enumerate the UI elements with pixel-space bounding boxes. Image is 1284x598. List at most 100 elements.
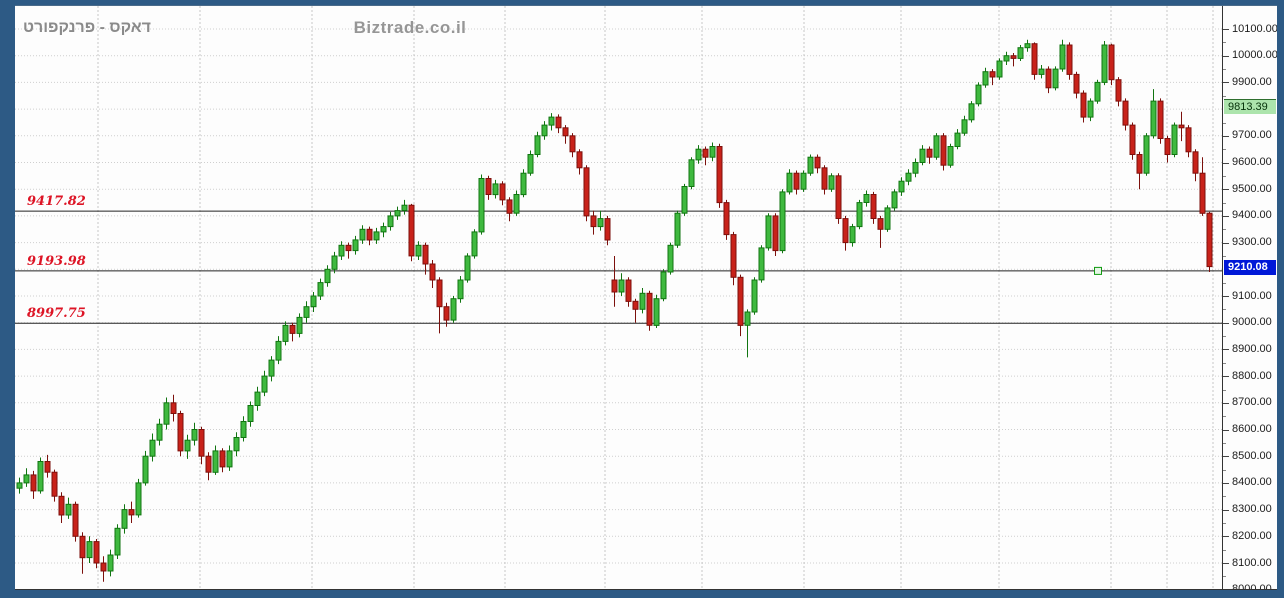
- candle: [793, 170, 800, 195]
- axis-label: 9700.00: [1232, 129, 1272, 142]
- plot-area: דאקס - פרנקפורט Biztrade.co.il 9417.82 91…: [15, 6, 1222, 589]
- candle: [387, 211, 394, 231]
- candle: [947, 143, 954, 168]
- candlestick-plot: [15, 6, 1222, 589]
- v-gridlines: [97, 6, 1214, 589]
- axis-minor-tick: [1223, 122, 1226, 124]
- candle: [807, 154, 814, 176]
- candle: [443, 302, 450, 327]
- candle: [534, 131, 541, 158]
- candle: [835, 173, 842, 224]
- axis-label: 8200.00: [1232, 529, 1272, 542]
- candle: [982, 67, 989, 88]
- candle: [205, 452, 212, 481]
- candle: [1066, 42, 1073, 80]
- candle: [842, 215, 849, 251]
- candle: [737, 274, 744, 337]
- axis-label: 9400.00: [1232, 209, 1272, 222]
- candle: [632, 298, 639, 323]
- candle: [149, 433, 156, 462]
- candle: [1010, 53, 1017, 67]
- axis-tick: [1223, 296, 1229, 297]
- candle: [485, 175, 492, 200]
- axis-label: 8700.00: [1232, 396, 1272, 409]
- candle: [191, 422, 198, 446]
- level-label: 9193.98: [27, 253, 86, 269]
- axis-tick: [1223, 55, 1229, 57]
- price-axis: 10100.00 10000.00 9900.00 9700.00 9600.00 950…: [1222, 6, 1277, 589]
- candle: [548, 113, 555, 131]
- candle: [604, 215, 611, 246]
- candle: [415, 241, 422, 260]
- last-price-tag: 9210.08: [1224, 259, 1276, 275]
- axis-label: 8600.00: [1232, 423, 1272, 435]
- candle: [1199, 157, 1206, 216]
- axis-minor-tick: [1223, 523, 1226, 524]
- candle: [506, 197, 513, 222]
- candle: [1045, 66, 1052, 94]
- candle: [569, 133, 576, 158]
- candle: [429, 260, 436, 288]
- candle: [1192, 149, 1199, 182]
- candle: [1115, 77, 1122, 107]
- candle: [457, 276, 464, 303]
- candle: [107, 549, 114, 577]
- candle: [163, 397, 170, 430]
- level-line-handle[interactable]: [1094, 266, 1102, 275]
- candle: [905, 169, 912, 186]
- axis-tick: [1223, 482, 1229, 484]
- axis-label: 8900.00: [1232, 342, 1272, 355]
- candle: [72, 501, 79, 542]
- candle: [135, 478, 142, 518]
- candle: [702, 146, 709, 166]
- axis-label: 9000.00: [1232, 316, 1272, 329]
- candle: [723, 199, 730, 240]
- axis-minor-tick: [1223, 469, 1226, 471]
- axis-minor-tick: [1223, 282, 1226, 284]
- candle: [765, 213, 772, 251]
- axis-tick: [1223, 349, 1229, 351]
- candle: [975, 82, 982, 107]
- axis-minor-tick: [1223, 309, 1226, 311]
- candle: [1157, 98, 1164, 144]
- axis-label: 9100.00: [1232, 289, 1272, 302]
- axis-minor-tick: [1223, 496, 1226, 498]
- candle: [303, 301, 310, 323]
- h-gridlines: [15, 28, 1222, 564]
- candle: [772, 213, 779, 256]
- candle: [240, 416, 247, 442]
- candle: [744, 309, 751, 358]
- candle: [324, 265, 331, 287]
- level-label: 8997.75: [27, 306, 86, 322]
- candle: [674, 210, 681, 248]
- axis-label: 8500.00: [1232, 449, 1272, 462]
- axis-minor-tick: [1223, 416, 1226, 418]
- candle: [856, 199, 863, 230]
- axis-label: 8400.00: [1232, 476, 1272, 489]
- candle: [394, 206, 401, 220]
- candle: [828, 173, 835, 192]
- candle: [37, 457, 44, 494]
- candle: [1003, 51, 1010, 65]
- candle: [639, 288, 646, 314]
- candle: [1101, 41, 1108, 86]
- axis-tick: [1223, 242, 1229, 244]
- axis-tick: [1223, 135, 1229, 137]
- candle: [317, 278, 324, 300]
- candle: [282, 321, 289, 346]
- candle: [527, 150, 534, 176]
- axis-label: 9900.00: [1232, 75, 1272, 88]
- candle: [422, 242, 429, 275]
- candle: [541, 121, 548, 140]
- candle: [821, 165, 828, 195]
- axis-tick: [1223, 563, 1229, 564]
- candle: [198, 426, 205, 465]
- candle: [590, 210, 597, 235]
- candle: [709, 142, 716, 162]
- candle: [142, 450, 149, 486]
- candle: [611, 256, 618, 307]
- candle: [660, 269, 667, 302]
- candle: [667, 242, 674, 275]
- candle: [1017, 45, 1024, 61]
- candle: [184, 434, 191, 459]
